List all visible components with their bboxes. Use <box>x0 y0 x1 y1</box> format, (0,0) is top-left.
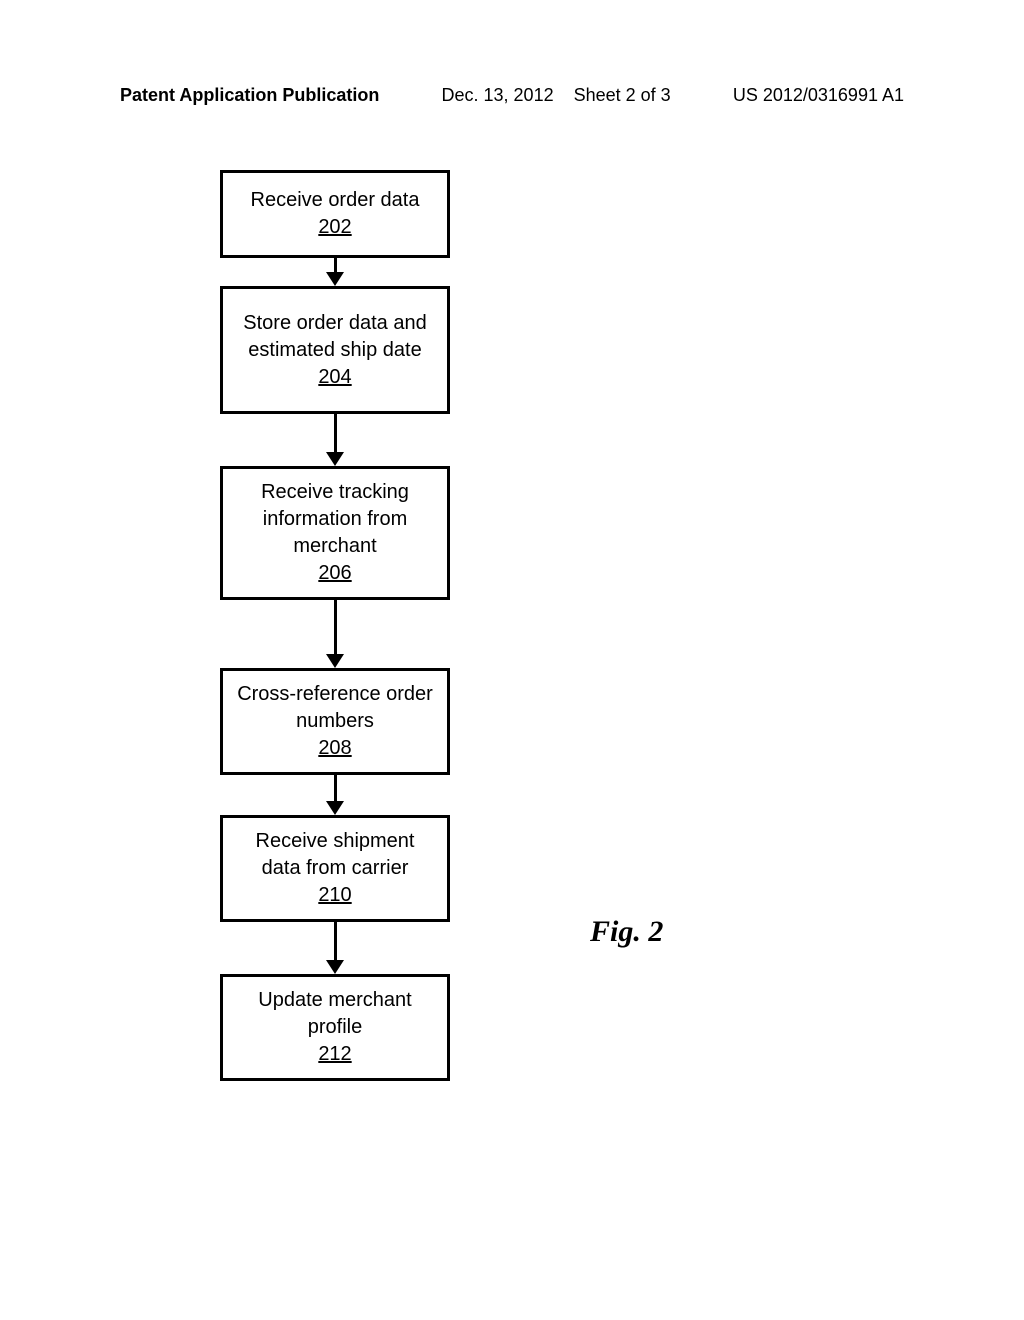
flowchart-arrow <box>220 600 450 668</box>
flowchart-box-text: Update merchant profile <box>235 987 435 1041</box>
header-date-sheet: Dec. 13, 2012 Sheet 2 of 3 <box>442 85 671 106</box>
header-date: Dec. 13, 2012 <box>442 85 554 105</box>
flowchart-box: Cross-reference order numbers208 <box>220 668 450 775</box>
header-publication-label: Patent Application Publication <box>120 85 379 106</box>
flowchart-box-ref: 206 <box>318 560 351 587</box>
flowchart-box-ref: 204 <box>318 364 351 391</box>
flowchart-box-text: Receive order data <box>251 187 420 214</box>
header-sheet: Sheet 2 of 3 <box>574 85 671 105</box>
flowchart: Receive order data202 Store order data an… <box>220 170 450 1081</box>
flowchart-box: Receive shipment data from carrier210 <box>220 815 450 922</box>
flowchart-box-ref: 202 <box>318 214 351 241</box>
flowchart-box: Update merchant profile212 <box>220 974 450 1081</box>
header-pubnum: US 2012/0316991 A1 <box>733 85 904 106</box>
flowchart-arrow <box>220 414 450 466</box>
figure-label: Fig. 2 <box>590 915 663 949</box>
flowchart-box-ref: 212 <box>318 1041 351 1068</box>
flowchart-arrow <box>220 258 450 286</box>
flowchart-box-ref: 208 <box>318 735 351 762</box>
flowchart-arrow <box>220 775 450 815</box>
flowchart-box-ref: 210 <box>318 882 351 909</box>
flowchart-box: Receive order data202 <box>220 170 450 258</box>
flowchart-box-text: Cross-reference order numbers <box>235 681 435 735</box>
patent-header: Patent Application Publication Dec. 13, … <box>0 85 1024 106</box>
flowchart-arrow <box>220 922 450 974</box>
flowchart-box: Store order data and estimated ship date… <box>220 286 450 414</box>
flowchart-box-text: Receive tracking information from mercha… <box>235 479 435 560</box>
flowchart-box: Receive tracking information from mercha… <box>220 466 450 600</box>
flowchart-box-text: Receive shipment data from carrier <box>235 828 435 882</box>
flowchart-box-text: Store order data and estimated ship date <box>235 310 435 364</box>
